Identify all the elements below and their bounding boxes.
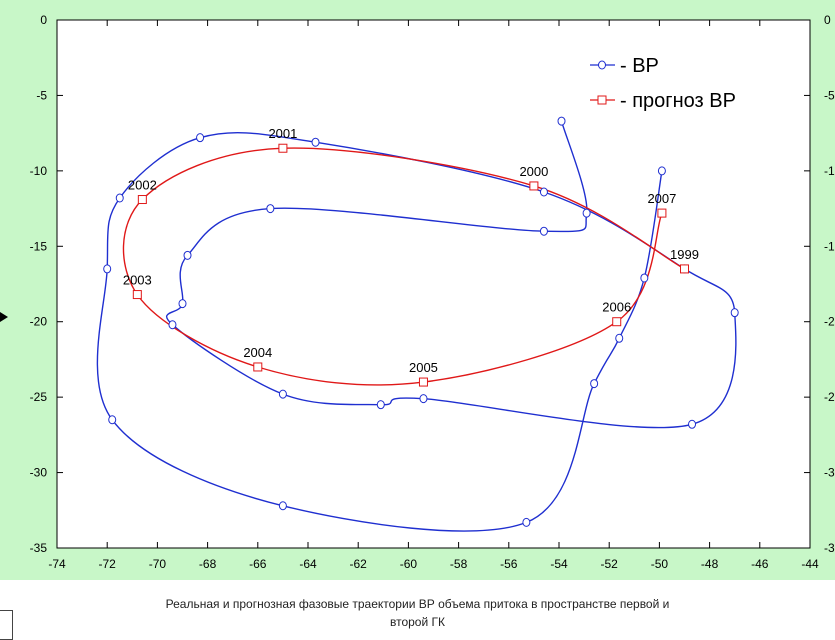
real-point	[197, 134, 204, 142]
right-y-tick-label: -3	[824, 541, 835, 555]
left-arrow-icon	[0, 312, 8, 322]
right-y-tick-label: -2	[824, 315, 835, 329]
caption-line-2: второй ГК	[20, 613, 815, 631]
x-tick-label: -62	[350, 557, 368, 571]
right-y-tick-label: -3	[824, 466, 835, 480]
year-label: 2001	[268, 126, 297, 141]
year-label: 2006	[602, 300, 631, 315]
real-point	[184, 251, 191, 259]
real-point	[279, 502, 286, 510]
y-tick-label: -35	[30, 541, 48, 555]
x-tick-label: -54	[550, 557, 568, 571]
forecast-point	[613, 318, 621, 326]
forecast-point	[138, 196, 146, 204]
y-tick-label: -5	[36, 88, 47, 102]
real-point	[558, 117, 565, 125]
year-label: 1999	[670, 247, 699, 262]
legend-marker	[598, 96, 606, 104]
legend-label: - ВР	[620, 55, 659, 77]
right-y-tick-label: 0	[824, 13, 831, 27]
y-tick-label: -30	[30, 466, 48, 480]
x-tick-label: -56	[500, 557, 518, 571]
forecast-point	[133, 291, 141, 299]
forecast-point	[419, 378, 427, 386]
right-y-tick-label: -5	[824, 88, 835, 102]
x-tick-label: -58	[450, 557, 468, 571]
x-tick-label: -64	[299, 557, 317, 571]
right-y-tick-label: -2	[824, 390, 835, 404]
real-point	[591, 380, 598, 388]
y-tick-label: -15	[30, 239, 48, 253]
forecast-point	[254, 363, 262, 371]
real-point	[420, 395, 427, 403]
frame-corner	[0, 610, 13, 640]
real-point	[523, 518, 530, 526]
real-point	[616, 334, 623, 342]
real-point	[641, 274, 648, 282]
x-tick-label: -74	[48, 557, 66, 571]
real-point	[658, 167, 665, 175]
x-tick-label: -44	[801, 557, 819, 571]
year-label: 2000	[519, 164, 548, 179]
legend-marker	[599, 61, 606, 69]
real-point	[169, 321, 176, 329]
x-tick-label: -66	[249, 557, 267, 571]
real-point	[279, 390, 286, 398]
x-tick-label: -70	[149, 557, 167, 571]
caption-line-1: Реальная и прогнозная фазовые траектории…	[20, 595, 815, 613]
year-label: 2003	[123, 273, 152, 288]
x-tick-label: -52	[601, 557, 619, 571]
year-label: 2004	[243, 345, 272, 360]
x-tick-label: -50	[651, 557, 669, 571]
real-point	[731, 309, 738, 317]
year-label: 2002	[128, 178, 157, 193]
x-tick-label: -72	[99, 557, 117, 571]
forecast-point	[658, 209, 666, 217]
real-point	[540, 227, 547, 235]
forecast-point	[530, 182, 538, 190]
real-point	[104, 265, 111, 273]
year-label: 2007	[647, 191, 676, 206]
x-tick-label: -48	[701, 557, 719, 571]
x-tick-label: -46	[751, 557, 769, 571]
right-y-tick-label: -1	[824, 164, 835, 178]
real-point	[583, 209, 590, 217]
legend-label: - прогноз ВР	[620, 90, 736, 112]
y-tick-label: -25	[30, 390, 48, 404]
year-label: 2005	[409, 360, 438, 375]
real-point	[267, 205, 274, 213]
real-point	[116, 194, 123, 202]
right-y-tick-label: -1	[824, 239, 835, 253]
real-point	[109, 416, 116, 424]
forecast-point	[279, 144, 287, 152]
forecast-point	[681, 265, 689, 273]
x-tick-label: -60	[400, 557, 418, 571]
y-tick-label: -10	[30, 164, 48, 178]
real-point	[312, 138, 319, 146]
y-tick-label: 0	[40, 13, 47, 27]
real-point	[689, 420, 696, 428]
y-tick-label: -20	[30, 315, 48, 329]
x-tick-label: -68	[199, 557, 217, 571]
real-point	[179, 300, 186, 308]
real-point	[540, 188, 547, 196]
chart: 0 -5 -10 -15 -20 -25 -30 -35 0 -5 -1 -1 -2 -2 -3 -3 -7…	[0, 0, 835, 580]
chart-caption: Реальная и прогнозная фазовые траектории…	[20, 595, 815, 631]
real-point	[377, 401, 384, 409]
